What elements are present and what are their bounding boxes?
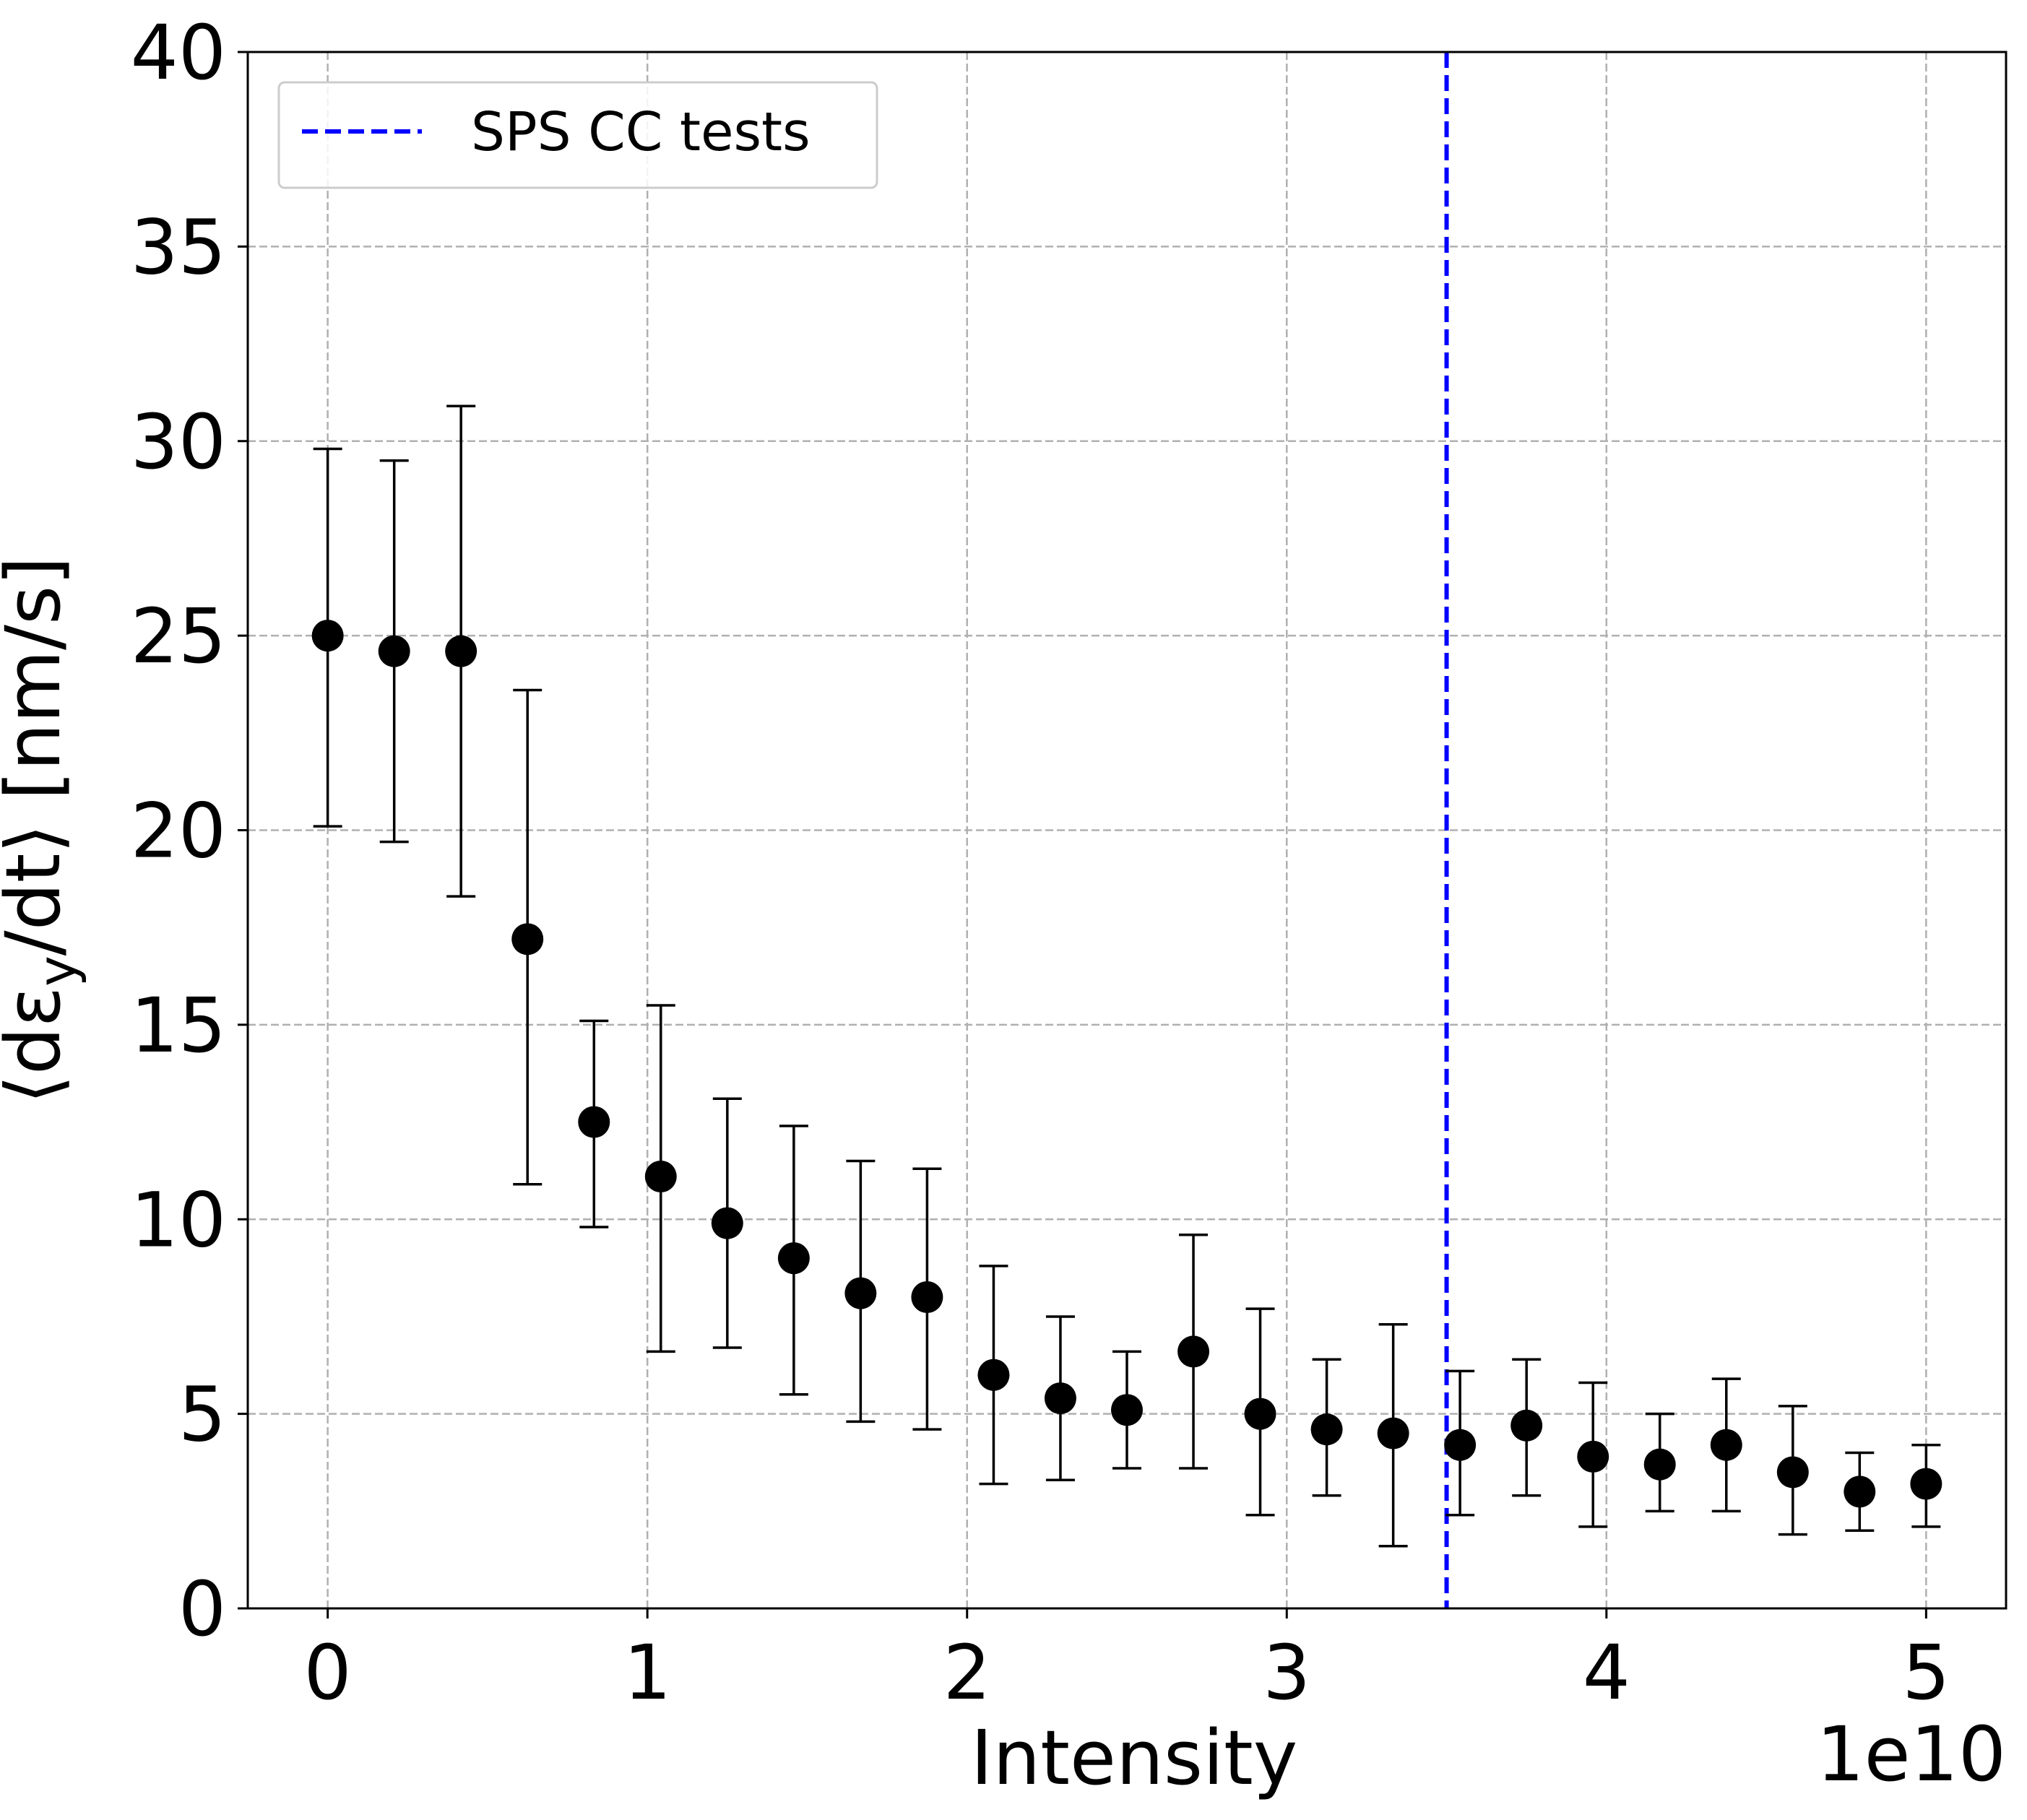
- y-tick-label: 5: [178, 1371, 226, 1459]
- data-point: [511, 923, 544, 956]
- y-tick-label: 20: [131, 787, 226, 875]
- data-point: [777, 1242, 810, 1275]
- data-point: [711, 1207, 743, 1239]
- data-point: [1643, 1448, 1676, 1481]
- x-axis-ticks: 0 1 2 3 4 5: [304, 1608, 1950, 1717]
- data-point: [1377, 1417, 1409, 1450]
- data-point: [977, 1358, 1010, 1391]
- y-tick-label: 0: [178, 1565, 226, 1653]
- y-tick-label: 10: [131, 1176, 226, 1264]
- y-axis-title: ⟨dεy/dt⟩ [nm/s]: [0, 556, 87, 1104]
- data-point: [445, 635, 477, 667]
- y-tick-label: 25: [131, 592, 226, 680]
- data-point: [844, 1277, 877, 1309]
- x-tick-label: 4: [1583, 1629, 1630, 1717]
- data-point: [578, 1106, 610, 1138]
- y-tick-label: 15: [131, 982, 226, 1070]
- data-point: [1710, 1429, 1742, 1461]
- legend-label-sps-cc-tests: SPS CC tests: [471, 101, 811, 163]
- data-point: [1776, 1456, 1809, 1488]
- x-axis-offset-text: 1e10: [1817, 1710, 2007, 1798]
- data-points: [311, 620, 1942, 1508]
- x-tick-label: 1: [623, 1629, 671, 1717]
- x-tick-label: 2: [943, 1629, 991, 1717]
- data-point: [1044, 1382, 1076, 1415]
- data-point: [1244, 1398, 1276, 1430]
- data-point: [311, 620, 344, 652]
- y-tick-label: 40: [131, 9, 226, 97]
- data-point: [1177, 1335, 1210, 1368]
- data-point: [1910, 1468, 1942, 1500]
- y-tick-label: 35: [131, 203, 226, 291]
- data-point: [911, 1281, 943, 1313]
- data-point: [1111, 1394, 1143, 1426]
- x-tick-label: 0: [304, 1629, 352, 1717]
- data-point: [1310, 1413, 1343, 1446]
- data-point: [378, 635, 410, 667]
- x-axis-title: Intensity: [971, 1714, 1298, 1802]
- y-tick-label: 30: [131, 398, 226, 486]
- legend: SPS CC tests: [277, 81, 878, 189]
- data-point: [644, 1160, 677, 1192]
- data-point: [1510, 1409, 1543, 1442]
- y-axis-ticks: 0 5 10 15 20 25 30 35 40: [131, 9, 248, 1653]
- x-tick-label: 5: [1902, 1629, 1950, 1717]
- error-bars: [313, 404, 1941, 1548]
- x-tick-label: 3: [1263, 1629, 1310, 1717]
- legend-box: [277, 81, 878, 189]
- data-point: [1577, 1440, 1609, 1473]
- data-point: [1444, 1429, 1477, 1461]
- data-point: [1844, 1476, 1876, 1508]
